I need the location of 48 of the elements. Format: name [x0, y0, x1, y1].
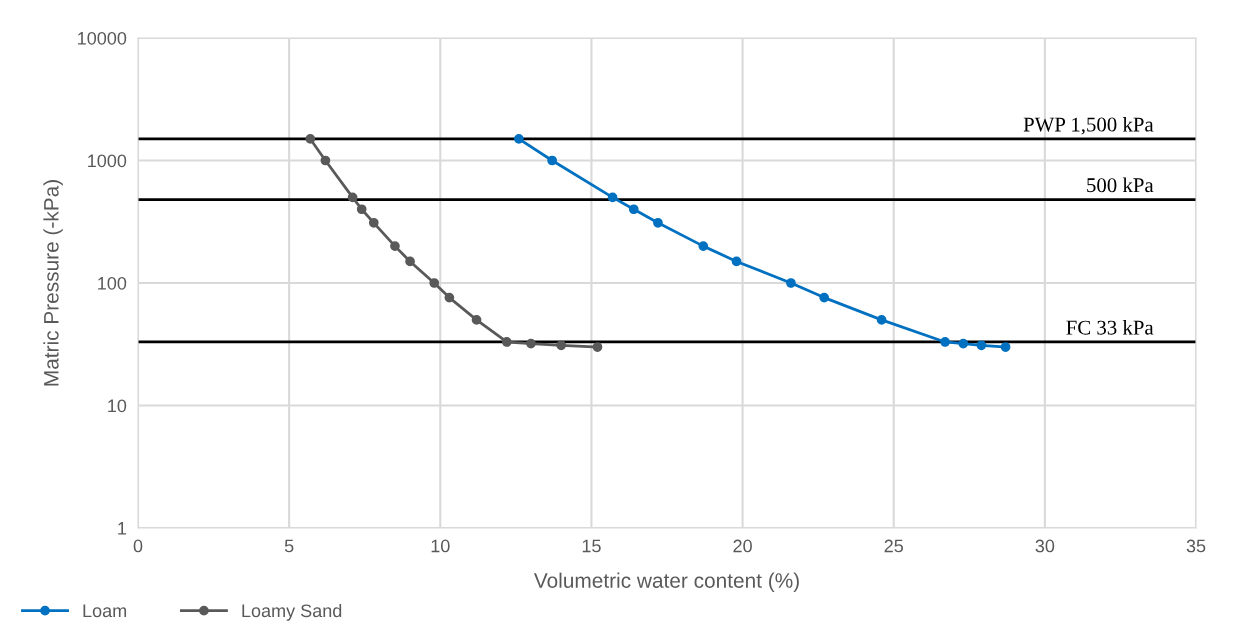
- point: [547, 155, 557, 166]
- point: [819, 292, 830, 303]
- x-tick-label: 20: [733, 539, 752, 553]
- point: [347, 192, 358, 203]
- x-tick-label: 15: [582, 539, 601, 553]
- point: [976, 340, 987, 351]
- legend-label: Loamy Sand: [242, 603, 342, 621]
- y-tick-label: 10: [108, 399, 127, 413]
- ref-line-label: FC 33 kPa: [1066, 319, 1154, 335]
- point: [429, 278, 440, 288]
- y-tick-label: 1000: [88, 154, 127, 168]
- ref-line-label: 500 kPa: [1087, 177, 1154, 193]
- legend-label: Loam: [83, 604, 127, 618]
- x-tick-label: 0: [133, 539, 143, 553]
- point: [607, 192, 618, 203]
- point: [556, 340, 567, 351]
- x-tick-label: 10: [431, 539, 450, 553]
- point: [628, 204, 639, 215]
- x-tick-label: 5: [284, 539, 294, 553]
- point: [320, 155, 331, 166]
- x-tick-label: 35: [1186, 539, 1206, 553]
- point: [444, 292, 455, 303]
- y-axis-title: Matric Pressure (-kPa): [43, 180, 63, 386]
- y-tick-label: 100: [98, 276, 127, 290]
- point: [786, 278, 796, 288]
- point: [368, 217, 379, 228]
- point: [1000, 342, 1011, 352]
- point: [405, 256, 415, 267]
- point: [390, 241, 400, 251]
- x-tick-label: 30: [1035, 539, 1055, 553]
- point: [876, 315, 887, 325]
- point: [356, 204, 367, 215]
- point: [653, 217, 663, 228]
- y-tick-label: 10000: [78, 31, 127, 45]
- point: [305, 134, 316, 144]
- point: [514, 134, 524, 144]
- x-axis-title: Volumetric water content (%): [533, 572, 799, 593]
- y-tick-label: 1: [118, 522, 127, 535]
- point: [526, 338, 536, 349]
- ref-line-label: PWP 1,500 kPa: [1023, 116, 1154, 135]
- point: [501, 337, 512, 347]
- point: [731, 256, 742, 267]
- point: [698, 241, 709, 251]
- point: [958, 338, 969, 349]
- x-tick-label: 25: [884, 539, 903, 553]
- point: [471, 315, 482, 325]
- point: [592, 342, 603, 352]
- point: [940, 337, 950, 347]
